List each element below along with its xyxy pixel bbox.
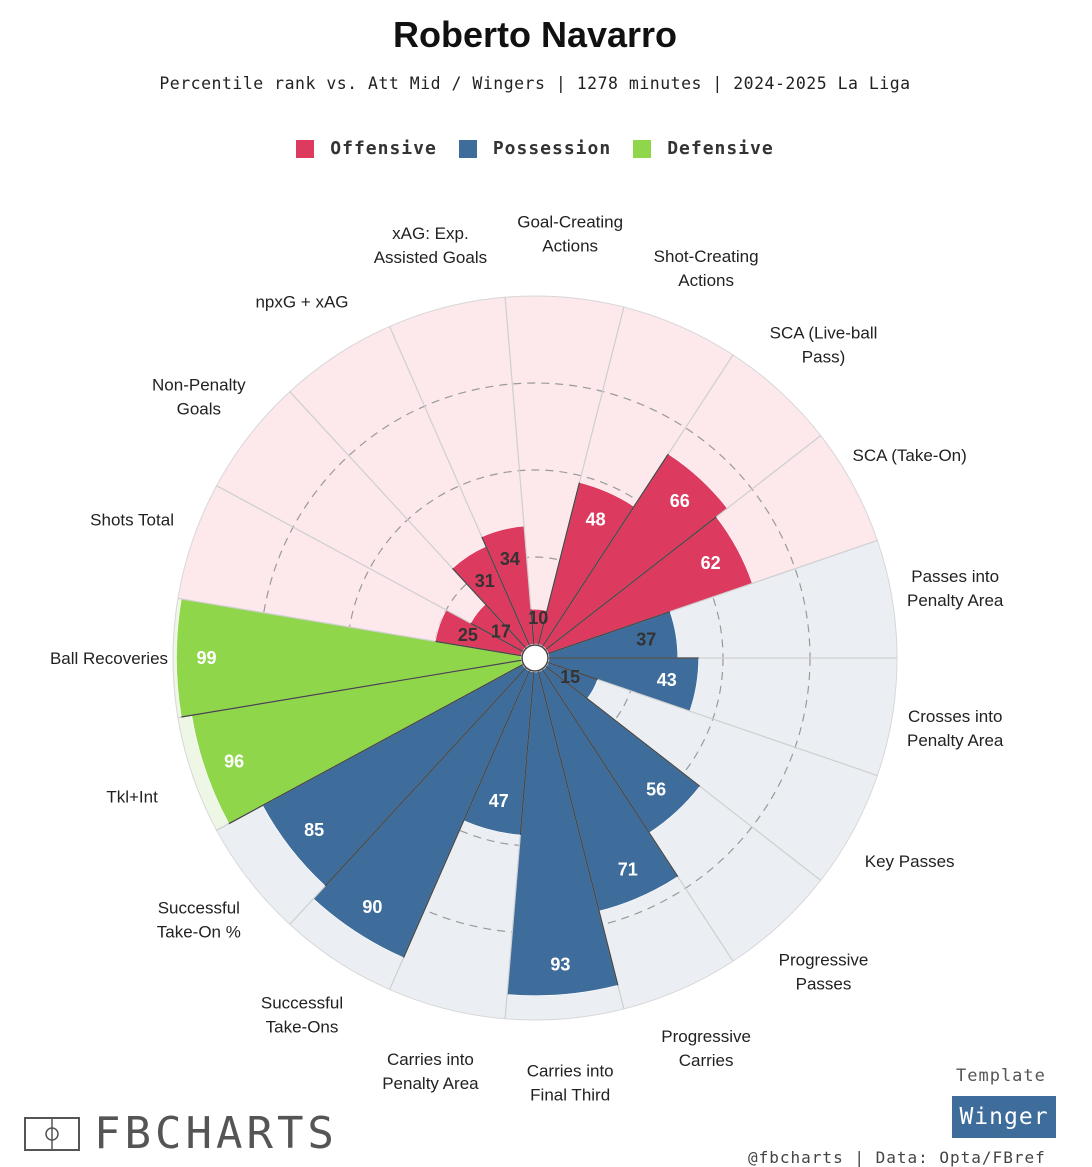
bar-edge bbox=[181, 659, 522, 718]
metric-label-xag-exp-assisted-goals: xAG: Exp. Assisted Goals bbox=[374, 224, 487, 267]
value-label-xag-exp-assisted-goals: 34 bbox=[500, 549, 520, 569]
metric-label-ball-recoveries: Ball Recoveries bbox=[50, 649, 168, 668]
value-slices bbox=[176, 453, 753, 996]
background-slice-non-penalty-goals bbox=[216, 391, 526, 652]
value-label-non-penalty-goals: 17 bbox=[491, 621, 511, 641]
logo-text: FBCHARTS bbox=[94, 1108, 338, 1159]
legend-label-possession: Possession bbox=[492, 138, 612, 159]
value-label-goal-creating-actions: 10 bbox=[528, 608, 548, 628]
slice-separators bbox=[177, 297, 897, 1019]
legend-item-possession: Possession bbox=[458, 138, 612, 159]
bar-edge bbox=[228, 664, 523, 825]
metric-label-successful-take-on: Successful Take-On % bbox=[157, 899, 241, 942]
bar-edge bbox=[481, 536, 530, 646]
metric-label-progressive-passes: Progressive Passes bbox=[779, 950, 869, 993]
legend-item-defensive: Defensive bbox=[633, 138, 774, 159]
metric-label-shot-creating-actions: Shot-Creating Actions bbox=[654, 247, 759, 290]
bar-edge bbox=[548, 611, 671, 655]
value-label-ball-recoveries: 99 bbox=[196, 648, 216, 668]
value-label-tkl-int: 96 bbox=[224, 751, 244, 771]
bar-edge bbox=[452, 567, 526, 649]
bar-edge bbox=[530, 609, 535, 645]
background-slice-key-passes bbox=[546, 662, 878, 881]
value-label-successful-take-ons: 90 bbox=[362, 897, 382, 917]
metric-label-passes-into-penalty-area: Passes into Penalty Area bbox=[907, 567, 1004, 610]
bar-edge bbox=[545, 516, 717, 650]
bar-edge bbox=[324, 667, 526, 887]
metric-label-shots-total: Shots Total bbox=[90, 511, 174, 530]
metric-label-tkl-int: Tkl+Int bbox=[106, 787, 158, 806]
value-label-carries-into-final-third: 93 bbox=[550, 955, 570, 975]
template-badge: Winger bbox=[952, 1096, 1056, 1138]
template-label: Template bbox=[956, 1066, 1046, 1086]
value-label-sca-take-on: 62 bbox=[701, 553, 721, 573]
metric-label-goal-creating-actions: Goal-Creating Actions bbox=[517, 212, 623, 255]
slice-separator bbox=[504, 297, 535, 645]
bar-edge bbox=[403, 670, 530, 958]
value-label-crosses-into-penalty-area: 43 bbox=[657, 670, 677, 690]
value-label-npxg-xag: 31 bbox=[475, 571, 495, 591]
value-label-carries-into-penalty-area: 47 bbox=[489, 791, 509, 811]
bar-edge bbox=[542, 669, 679, 877]
bar-edge bbox=[537, 482, 581, 645]
value-label-progressive-carries: 71 bbox=[618, 860, 638, 880]
value-label-passes-into-penalty-area: 37 bbox=[636, 629, 656, 649]
value-label-progressive-passes: 56 bbox=[646, 780, 666, 800]
value-label-key-passes: 15 bbox=[560, 667, 580, 687]
legend-label-defensive: Defensive bbox=[667, 138, 774, 159]
metric-label-progressive-carries: Progressive Carries bbox=[661, 1027, 751, 1070]
legend-label-offensive: Offensive bbox=[330, 138, 437, 159]
bar-edge bbox=[435, 640, 522, 657]
metric-label-carries-into-final-third: Carries into Final Third bbox=[527, 1062, 614, 1105]
bar-edge bbox=[470, 622, 523, 652]
legend-swatch-possession bbox=[458, 139, 477, 158]
metric-label-carries-into-penalty-area: Carries into Penalty Area bbox=[382, 1050, 479, 1093]
bar-edge bbox=[548, 661, 598, 681]
metric-labels: Shots Total Non-Penalty Goals npxG + xAG xAG… bbox=[50, 212, 1004, 1104]
background-slice-shots-total bbox=[177, 485, 523, 656]
bar-edge bbox=[545, 666, 701, 787]
value-label-successful-take-on: 85 bbox=[304, 820, 324, 840]
center-dot bbox=[521, 644, 549, 672]
bar-edge bbox=[537, 671, 619, 986]
legend: Offensive Possession Defensive bbox=[0, 138, 1070, 159]
value-label-shots-total: 25 bbox=[458, 625, 478, 645]
fbcharts-logo: FBCHARTS bbox=[24, 1112, 338, 1156]
legend-swatch-defensive bbox=[633, 139, 652, 158]
metric-label-successful-take-ons: Successful Take-Ons bbox=[261, 994, 343, 1037]
legend-item-offensive: Offensive bbox=[296, 138, 437, 159]
legend-swatch-offensive bbox=[296, 139, 315, 158]
pitch-icon bbox=[24, 1117, 80, 1151]
bar-edge bbox=[542, 453, 669, 647]
chart-title: Roberto Navarro bbox=[392, 14, 678, 55]
slice-separator bbox=[548, 661, 878, 777]
value-label-shot-creating-actions: 48 bbox=[586, 510, 606, 530]
footer-credit: @fbcharts | Data: Opta/FBref bbox=[748, 1148, 1046, 1167]
bar-edge bbox=[519, 671, 535, 836]
metric-label-sca-live-ball-pass: SCA (Live-ball Pass) bbox=[770, 324, 878, 367]
metric-label-key-passes: Key Passes bbox=[865, 852, 955, 871]
metric-label-npxg-xag: npxG + xAG bbox=[255, 292, 348, 311]
value-label-sca-live-ball-pass: 66 bbox=[670, 491, 690, 511]
metric-label-sca-take-on: SCA (Take-On) bbox=[852, 446, 966, 465]
chart-subtitle: Percentile rank vs. Att Mid / Wingers | … bbox=[159, 74, 911, 93]
metric-label-non-penalty-goals: Non-Penalty Goals bbox=[152, 375, 246, 418]
metric-label-crosses-into-penalty-area: Crosses into Penalty Area bbox=[907, 707, 1004, 750]
